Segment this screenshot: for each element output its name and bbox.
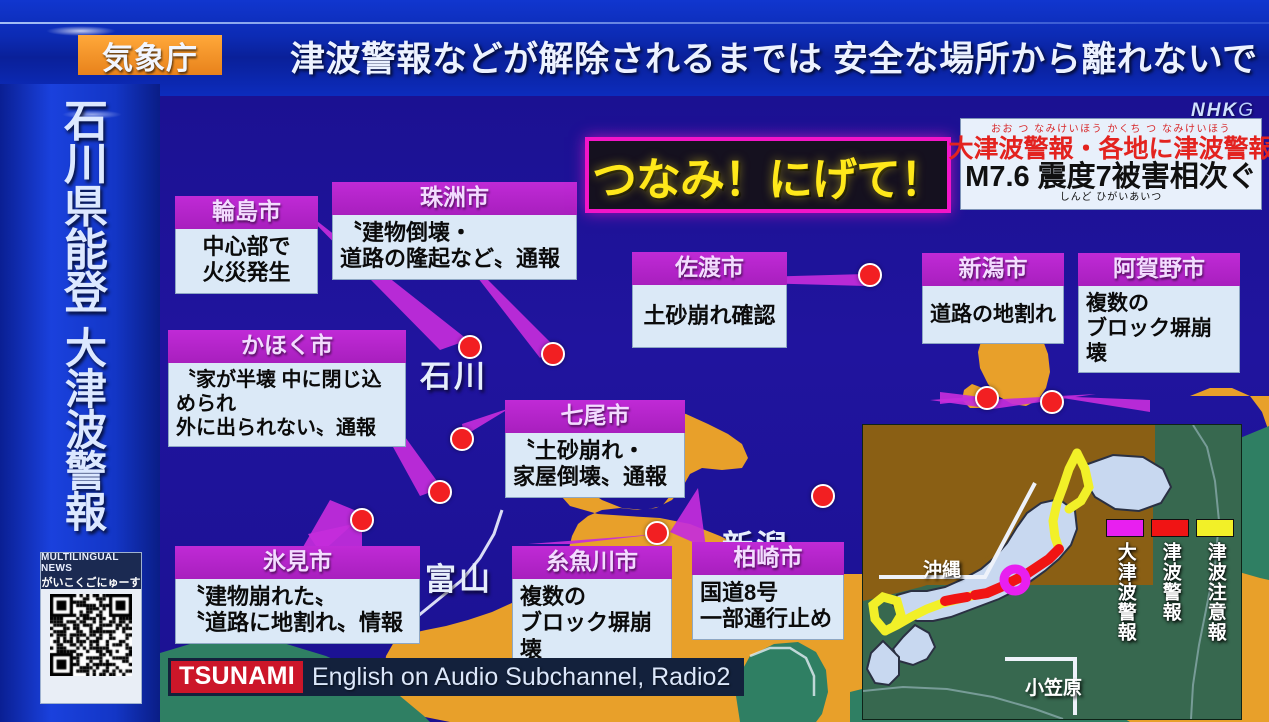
- inset-label-ogasawara: 小笠原: [1025, 678, 1083, 699]
- vtitle-char-1: 川: [64, 140, 108, 190]
- legend-label-major-tsunami-warning: 大津波警報: [1114, 542, 1136, 642]
- callout-city-kashiwazaki: 柏崎市: [692, 542, 844, 575]
- pref-label-ishikawa: 石川: [420, 359, 488, 394]
- callout-city-sado: 佐渡市: [632, 252, 787, 285]
- inset-japan-shapes: [863, 425, 1221, 719]
- map-marker-himi[interactable]: [350, 508, 374, 532]
- qr-code-icon: [50, 594, 132, 676]
- tsunami-audio-bar: TSUNAMI English on Audio Subchannel, Rad…: [168, 658, 744, 696]
- vtitle-char-0: 石: [64, 97, 108, 146]
- callout-nanao[interactable]: 七尾市 〝土砂崩れ・ 家屋倒壊〟通報: [505, 400, 685, 498]
- tsunami-tag: TSUNAMI: [171, 661, 303, 693]
- map-marker-sado[interactable]: [858, 263, 882, 287]
- legend-swatch-magenta: [1106, 519, 1144, 537]
- map-marker-niigata[interactable]: [975, 386, 999, 410]
- legend-item-major-tsunami-warning: 大津波警報: [1106, 519, 1144, 642]
- callout-niigata[interactable]: 新潟市 道路の地割れ: [922, 253, 1064, 344]
- multilingual-news-panel[interactable]: MULTILINGUAL NEWS がいこくごにゅーす: [40, 552, 142, 704]
- vtitle2-char-0: 大: [64, 324, 107, 372]
- callout-body-kashiwazaki: 国道8号 一部通行止め: [692, 574, 844, 640]
- header-headline: 津波警報などが解除されるまでは 安全な場所から離れないで: [290, 32, 1258, 80]
- callout-city-itoigawa: 糸魚川市: [512, 546, 672, 579]
- vtitle2-char-4: 報: [64, 489, 107, 537]
- nhk-alert-ruby-top: おお つ なみけいほう かくち つ なみけいほう: [991, 123, 1231, 135]
- callout-city-suzu: 珠洲市: [332, 182, 577, 215]
- callout-body-himi: 〝建物崩れた〟 〝道路に地割れ〟情報: [175, 578, 420, 644]
- vtitle2-char-3: 警: [64, 448, 107, 496]
- callout-body-itoigawa: 複数の ブロック塀崩壊: [512, 578, 672, 670]
- tsunami-flash-alert: つなみ！にげて！: [585, 137, 951, 213]
- map-marker-agano[interactable]: [1040, 390, 1064, 414]
- callout-body-kahoku: 〝家が半壊 中に閉じ込められ 外に出られない〟通報: [168, 362, 406, 447]
- tsunami-flash-text: つなみ！にげて！: [591, 153, 945, 205]
- callout-himi[interactable]: 氷見市 〝建物崩れた〟 〝道路に地割れ〟情報: [175, 546, 420, 644]
- callout-body-nanao: 〝土砂崩れ・ 家屋倒壊〟通報: [505, 432, 685, 498]
- nhk-alert-box: おお つ なみけいほう かくち つ なみけいほう 大津波警報・各地に津波警報 M…: [949, 118, 1269, 210]
- legend-label-tsunami-advisory: 津波注意報: [1204, 542, 1226, 642]
- multilingual-news-title-en: MULTILINGUAL NEWS: [41, 552, 119, 574]
- callout-body-agano: 複数の ブロック塀崩壊: [1078, 285, 1240, 374]
- legend-label-tsunami-warning: 津波警報: [1159, 542, 1181, 622]
- map-marker-suzu[interactable]: [541, 342, 565, 366]
- callout-body-wajima: 中心部で 火災発生: [175, 228, 318, 294]
- legend-item-tsunami-warning: 津波警報: [1151, 519, 1189, 642]
- callout-body-sado: 土砂崩れ確認: [632, 284, 787, 349]
- callout-agano[interactable]: 阿賀野市 複数の ブロック塀崩壊: [1078, 253, 1240, 374]
- legend-item-tsunami-advisory: 津波注意報: [1196, 519, 1234, 642]
- legend-swatch-red: [1151, 519, 1189, 537]
- multilingual-news-title-ja: がいこくごにゅーす: [41, 577, 141, 589]
- map-marker-itoigawa[interactable]: [645, 521, 669, 545]
- vtitle-char-4: 登: [64, 269, 108, 319]
- vtitle-char-3: 能: [64, 226, 108, 276]
- callout-body-suzu: 〝建物倒壊・ 道路の隆起など〟通報: [332, 214, 577, 280]
- tsunami-audio-text: English on Audio Subchannel, Radio2: [311, 662, 731, 691]
- callout-itoigawa[interactable]: 糸魚川市 複数の ブロック塀崩壊: [512, 546, 672, 670]
- nhk-alert-warning-line: 大津波警報・各地に津波警報: [948, 134, 1269, 163]
- callout-suzu[interactable]: 珠洲市 〝建物倒壊・ 道路の隆起など〟通報: [332, 182, 577, 280]
- callout-wajima[interactable]: 輪島市 中心部で 火災発生: [175, 196, 318, 294]
- vtitle2-char-2: 波: [64, 406, 107, 454]
- map-marker-kashiwazaki[interactable]: [811, 484, 835, 508]
- vertical-title: 石 川 県 能 登 大 津 波 警 報: [34, 97, 138, 537]
- callout-city-kahoku: かほく市: [168, 330, 406, 363]
- vtitle-char-2: 県: [64, 183, 108, 233]
- agency-badge: 気象庁: [78, 35, 222, 76]
- legend-swatch-yellow: [1196, 519, 1234, 537]
- tsunami-legend: 大津波警報 津波警報 津波注意報: [1106, 519, 1234, 642]
- callout-body-niigata: 道路の地割れ: [922, 285, 1064, 344]
- agency-badge-label: 気象庁: [102, 40, 198, 76]
- vtitle2-char-1: 津: [64, 365, 107, 413]
- multilingual-news-header: MULTILINGUAL NEWS がいこくごにゅーす: [41, 552, 141, 589]
- nhk-logo-sub: G: [1238, 100, 1253, 121]
- nhk-logo-text: NHK: [1191, 100, 1239, 121]
- pref-label-toyama: 富山: [425, 562, 493, 597]
- map-marker-wajima[interactable]: [458, 335, 482, 359]
- callout-city-agano: 阿賀野市: [1078, 253, 1240, 286]
- callout-kahoku[interactable]: かほく市 〝家が半壊 中に閉じ込められ 外に出られない〟通報: [168, 330, 406, 447]
- map-marker-nanao[interactable]: [450, 427, 474, 451]
- callout-sado[interactable]: 佐渡市 土砂崩れ確認: [632, 252, 787, 349]
- map-marker-kahoku[interactable]: [428, 480, 452, 504]
- inset-map-japan: 沖縄 小笠原 大津波警報 津波警報 津波注意報: [862, 424, 1242, 720]
- callout-city-wajima: 輪島市: [175, 196, 318, 229]
- header-sheen: [46, 26, 116, 36]
- callout-kashiwazaki[interactable]: 柏崎市 国道8号 一部通行止め: [692, 542, 844, 640]
- header-headline-text: 津波警報などが解除されるまでは 安全な場所から離れないで: [290, 39, 1258, 79]
- callout-city-nanao: 七尾市: [505, 400, 685, 433]
- inset-label-okinawa: 沖縄: [923, 560, 962, 581]
- sidebar-sheen: [62, 110, 122, 119]
- nhk-alert-magnitude-line: M7.6 震度7被害相次ぐ: [965, 160, 1257, 193]
- nhk-alert-ruby-bottom: しんど ひがいあいつ: [1059, 192, 1163, 204]
- callout-city-niigata: 新潟市: [922, 253, 1064, 286]
- callout-city-himi: 氷見市: [175, 546, 420, 579]
- nhk-logo: NHKG: [1191, 100, 1253, 122]
